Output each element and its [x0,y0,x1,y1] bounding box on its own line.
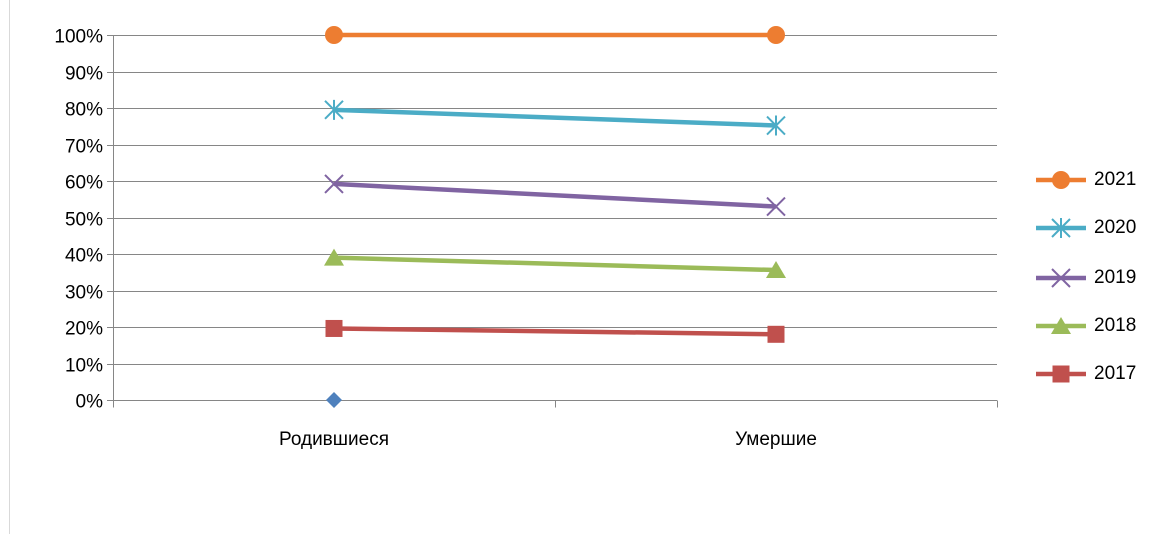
y-tick-label: 90% [65,64,103,85]
data-point-2018 [766,261,786,279]
series-2021 [325,26,785,44]
legend-marker [1051,218,1071,238]
legend-swatch-2021 [1036,171,1086,189]
data-point-unnamed [326,392,342,408]
data-point-2021 [325,26,343,44]
data-point-2018 [324,248,344,266]
legend-label-2019: 2019 [1094,267,1137,288]
data-point-2021 [767,26,785,44]
legend-item-2020: 2020 [1034,216,1158,240]
legend-marker [1052,171,1070,189]
legend-marker [1051,268,1071,288]
series-line-2020 [333,107,777,128]
series-2018 [324,248,786,279]
y-tick-label: 70% [65,137,103,158]
y-tick-label: 60% [65,173,103,194]
y-tick-label: 80% [65,100,103,121]
series-line-2019 [333,181,777,209]
y-tick-label: 20% [65,319,103,340]
y-tick-label: 50% [65,210,103,231]
series-2020 [324,99,786,136]
y-tick-label: 0% [76,392,104,413]
y-tick-label: 40% [65,246,103,267]
legend-swatch-2017 [1036,365,1086,383]
x-tick-label: Родившиеся [279,429,389,450]
legend-item-2017: 2017 [1034,362,1158,386]
legend-item-2021: 2021 [1034,168,1158,192]
legend-label-2020: 2020 [1094,217,1137,238]
legend-marker [1051,317,1071,334]
legend-label-2017: 2017 [1094,363,1137,384]
series-line-2018 [333,255,777,273]
legend-item-2019: 2019 [1034,266,1158,290]
series-unnamed [326,392,342,408]
y-tick-label: 30% [65,283,103,304]
x-tick-label: Умершие [735,429,817,450]
data-point-2017 [325,319,343,337]
y-tick-label: 10% [65,356,103,377]
series-line-2017 [333,326,777,337]
series-2019 [324,174,786,217]
legend-swatch-2020 [1036,218,1086,238]
legend-label-2021: 2021 [1094,169,1137,190]
y-tick-label: 100% [54,27,103,48]
data-point-2020 [324,99,344,120]
legend-swatch-2019 [1036,268,1086,288]
legend-marker [1052,365,1070,383]
legend-label-2018: 2018 [1094,315,1137,336]
data-point-2017 [767,325,785,343]
series-2017 [325,319,785,343]
data-point-2019 [324,174,344,194]
legend-swatch-2018 [1036,317,1086,334]
data-point-2020 [766,115,786,136]
data-point-2019 [766,196,786,217]
legend-item-2018: 2018 [1034,314,1158,338]
